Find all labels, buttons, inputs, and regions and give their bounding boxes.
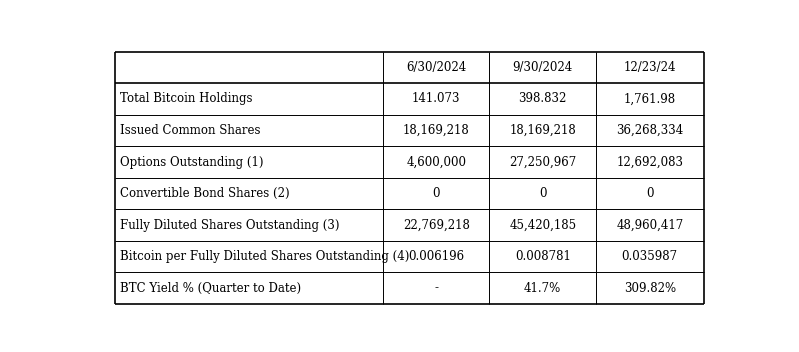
Text: 398.832: 398.832	[519, 93, 567, 106]
Bar	[596, 272, 704, 304]
Bar	[383, 272, 490, 304]
Bar	[383, 241, 490, 272]
Text: Total Bitcoin Holdings: Total Bitcoin Holdings	[121, 93, 252, 106]
Bar	[490, 115, 596, 146]
Bar	[596, 52, 704, 83]
Bar	[490, 272, 596, 304]
Bar	[596, 83, 704, 115]
Bar	[383, 146, 490, 178]
Bar	[596, 146, 704, 178]
Bar	[115, 178, 383, 209]
Text: 0.008781: 0.008781	[515, 250, 570, 263]
Text: 12,692,083: 12,692,083	[616, 156, 683, 169]
Bar	[115, 52, 383, 83]
Text: 12/23/24: 12/23/24	[623, 61, 676, 74]
Bar	[383, 52, 490, 83]
Bar	[490, 241, 596, 272]
Bar	[596, 209, 704, 241]
Bar	[490, 146, 596, 178]
Text: 0.006196: 0.006196	[408, 250, 464, 263]
Text: 4,600,000: 4,600,000	[406, 156, 467, 169]
Text: 22,769,218: 22,769,218	[403, 219, 470, 232]
Text: 0: 0	[539, 187, 547, 200]
Text: Convertible Bond Shares (2): Convertible Bond Shares (2)	[121, 187, 290, 200]
Text: BTC Yield % (Quarter to Date): BTC Yield % (Quarter to Date)	[121, 282, 301, 295]
Text: 27,250,967: 27,250,967	[509, 156, 576, 169]
Text: 1,761.98: 1,761.98	[624, 93, 676, 106]
Text: 18,169,218: 18,169,218	[509, 124, 576, 137]
Bar	[490, 209, 596, 241]
Bar	[596, 178, 704, 209]
Text: Issued Common Shares: Issued Common Shares	[121, 124, 260, 137]
Text: Options Outstanding (1): Options Outstanding (1)	[121, 156, 264, 169]
Bar	[596, 241, 704, 272]
Bar	[115, 209, 383, 241]
Bar	[115, 146, 383, 178]
Text: 48,960,417: 48,960,417	[616, 219, 683, 232]
Bar	[490, 83, 596, 115]
Text: 0.035987: 0.035987	[622, 250, 678, 263]
Bar	[115, 241, 383, 272]
Text: 9/30/2024: 9/30/2024	[513, 61, 573, 74]
Text: 45,420,185: 45,420,185	[509, 219, 576, 232]
Bar	[490, 178, 596, 209]
Text: 36,268,334: 36,268,334	[616, 124, 683, 137]
Text: Fully Diluted Shares Outstanding (3): Fully Diluted Shares Outstanding (3)	[121, 219, 340, 232]
Bar	[115, 272, 383, 304]
Text: 41.7%: 41.7%	[524, 282, 562, 295]
Text: -: -	[434, 282, 439, 295]
Bar	[490, 52, 596, 83]
Bar	[383, 83, 490, 115]
Bar	[383, 209, 490, 241]
Text: 0: 0	[432, 187, 440, 200]
Text: 18,169,218: 18,169,218	[403, 124, 470, 137]
Bar	[115, 83, 383, 115]
Text: 6/30/2024: 6/30/2024	[406, 61, 467, 74]
Text: Bitcoin per Fully Diluted Shares Outstanding (4): Bitcoin per Fully Diluted Shares Outstan…	[121, 250, 410, 263]
Text: 0: 0	[646, 187, 654, 200]
Bar	[383, 178, 490, 209]
Text: 309.82%: 309.82%	[624, 282, 676, 295]
Bar	[115, 115, 383, 146]
Bar	[383, 115, 490, 146]
Bar	[596, 115, 704, 146]
Text: 141.073: 141.073	[412, 93, 460, 106]
